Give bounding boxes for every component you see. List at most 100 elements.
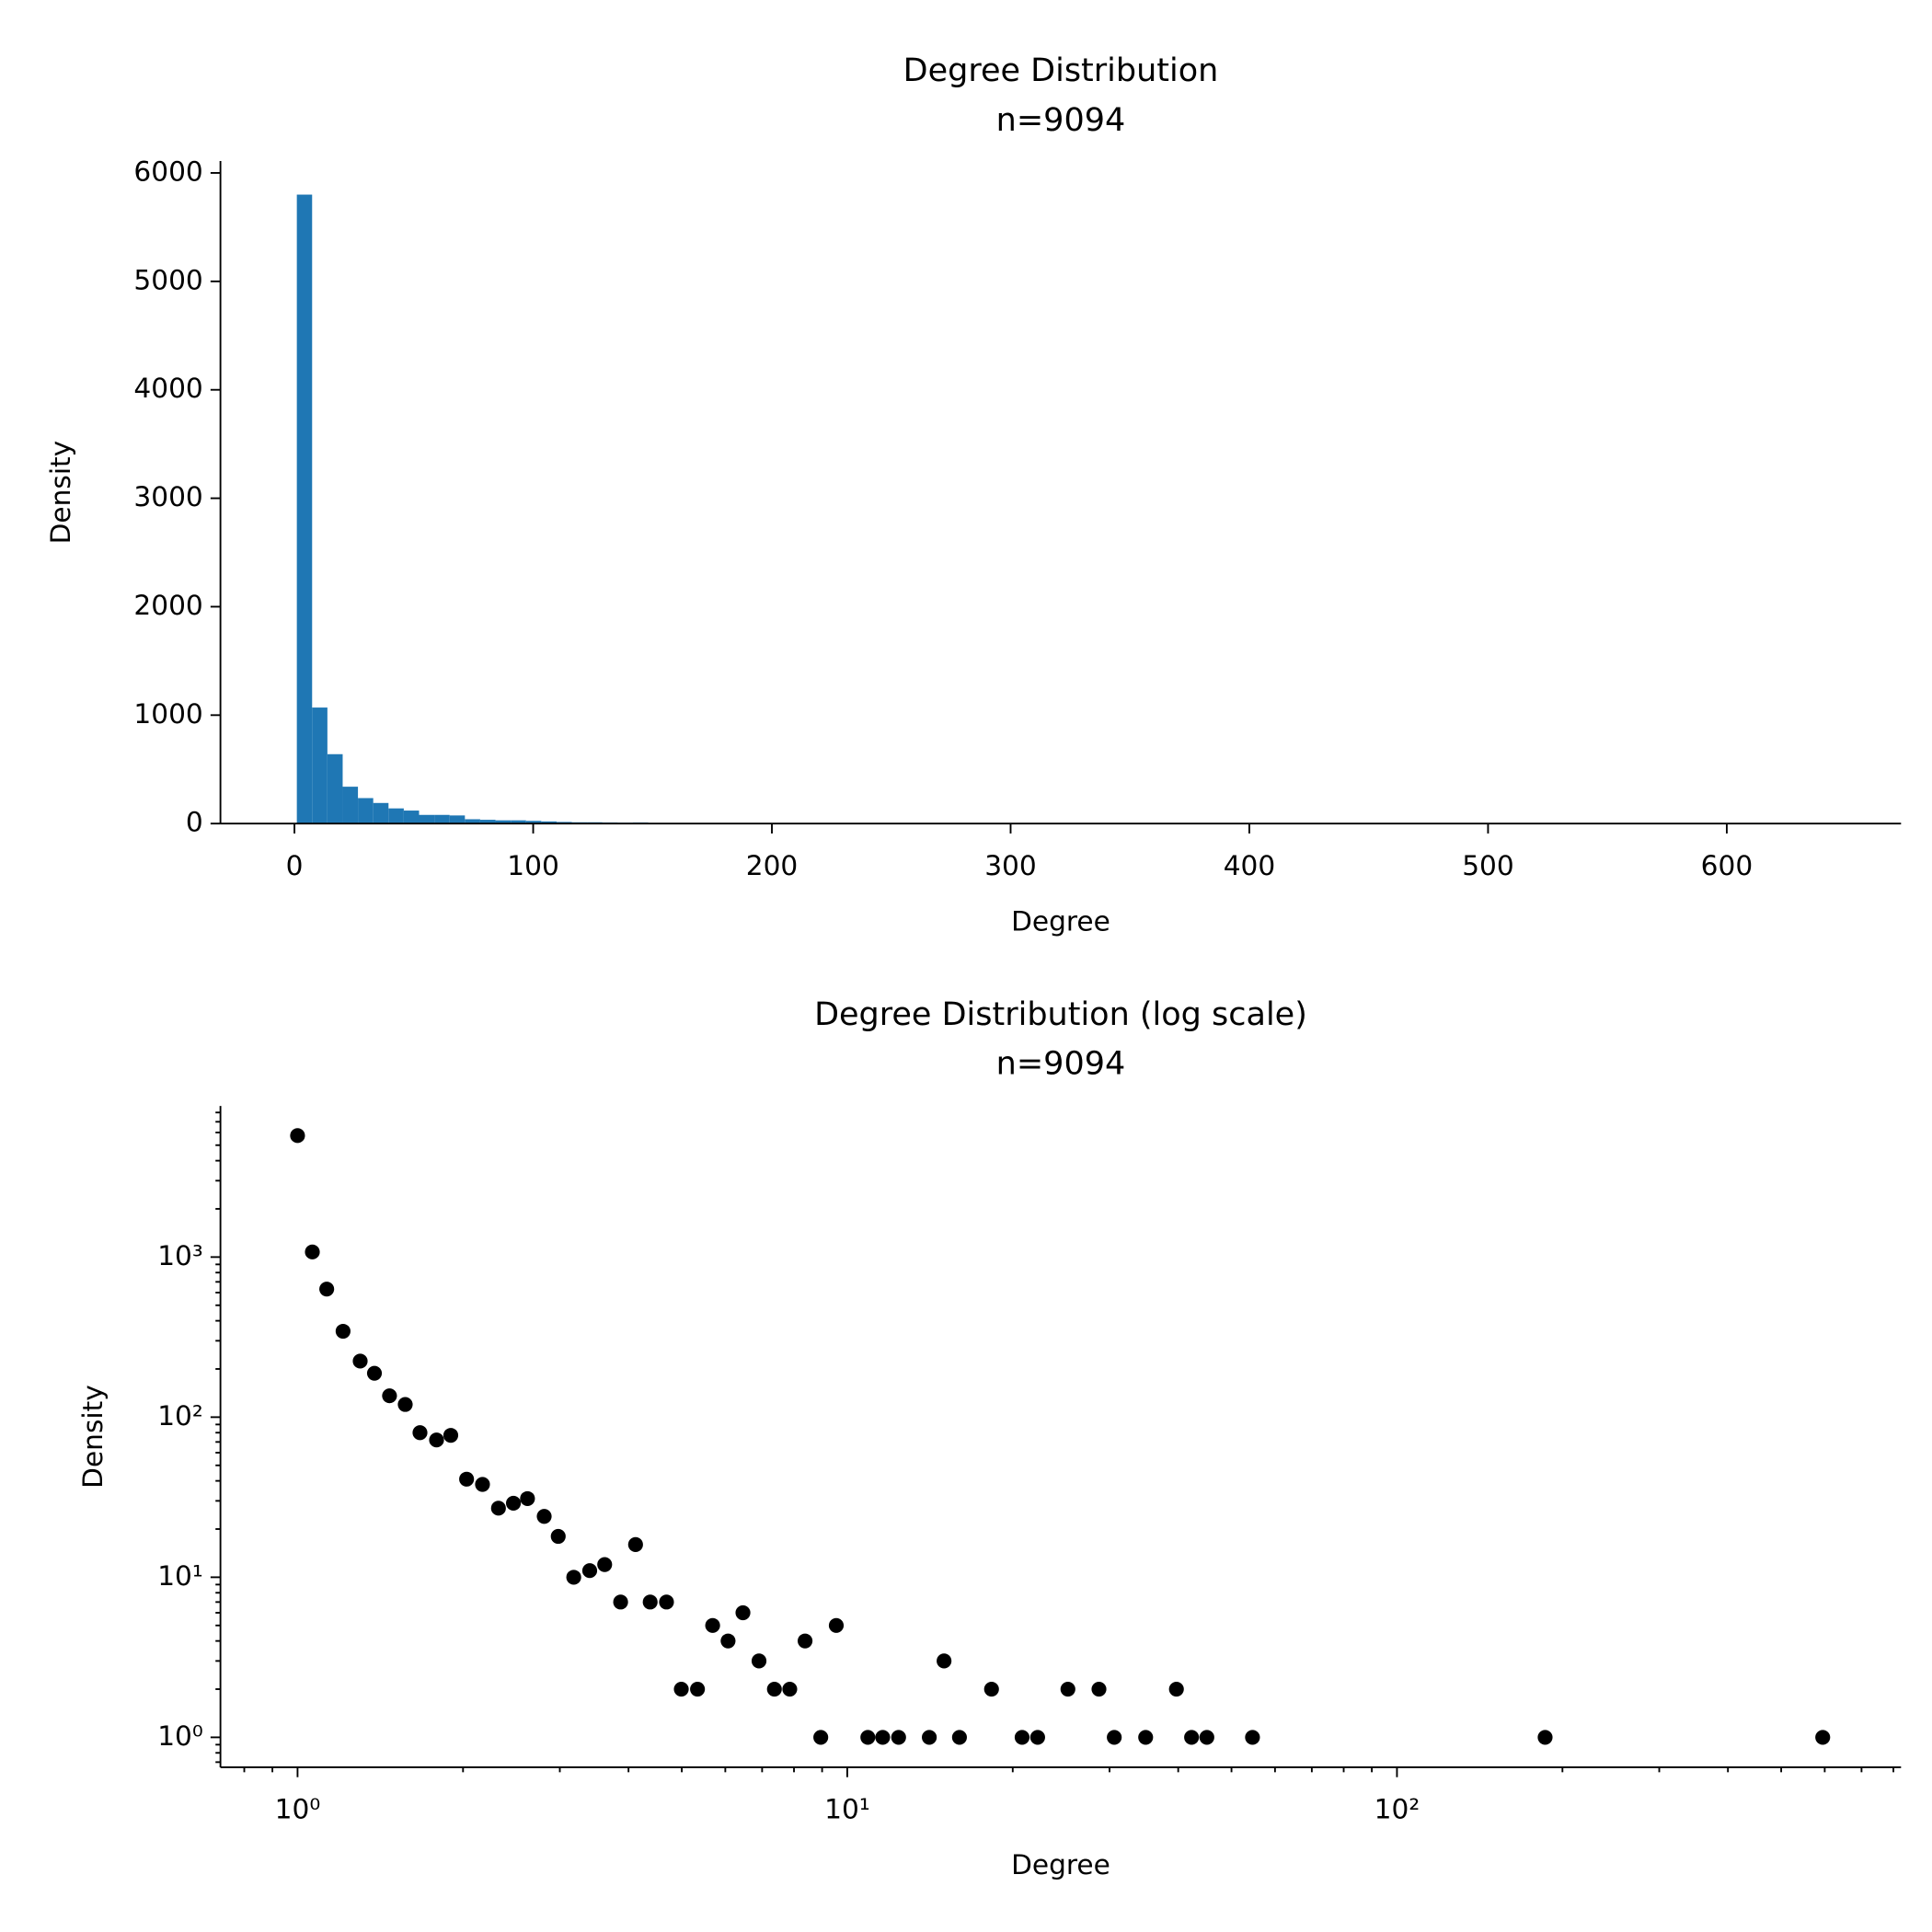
point [797, 1633, 813, 1649]
point [983, 1681, 999, 1697]
point [1029, 1730, 1045, 1745]
bar [373, 802, 389, 824]
point [922, 1730, 937, 1745]
x-tick-label: 10⁰ [275, 1794, 321, 1825]
point [1815, 1730, 1831, 1745]
point [520, 1490, 535, 1506]
point [860, 1730, 876, 1745]
y-tick-label: 3000 [133, 481, 202, 512]
point [290, 1128, 305, 1144]
bar [495, 820, 512, 824]
point [1168, 1681, 1184, 1697]
point [550, 1528, 566, 1545]
x-tick-label: 10¹ [824, 1794, 870, 1825]
point [1014, 1730, 1030, 1745]
bar [388, 808, 404, 824]
y-tick-label: 6000 [133, 155, 202, 187]
bar [434, 814, 450, 824]
point [490, 1501, 506, 1516]
x-tick-label: 0 [286, 850, 304, 881]
point [1199, 1730, 1214, 1745]
x-tick-label: 100 [507, 850, 559, 881]
point [1184, 1730, 1200, 1745]
point [659, 1594, 674, 1610]
point [751, 1653, 767, 1669]
bar [479, 820, 496, 824]
point [627, 1536, 643, 1552]
point [1245, 1730, 1260, 1745]
y-tick-label: 4000 [133, 373, 202, 404]
point [673, 1681, 689, 1697]
bar [541, 821, 557, 824]
point [366, 1365, 383, 1381]
bar [465, 819, 480, 824]
point [705, 1617, 720, 1633]
point [1138, 1730, 1154, 1745]
chart-subtitle: n=9094 [996, 1046, 1126, 1083]
bar [327, 753, 343, 824]
x-tick-label: 10² [1374, 1794, 1420, 1825]
point [1091, 1681, 1107, 1697]
y-tick-label: 0 [186, 807, 203, 838]
x-tick-label: 400 [1224, 850, 1276, 881]
point [720, 1633, 736, 1649]
point [536, 1509, 552, 1524]
y-tick-label: 5000 [133, 264, 202, 295]
bar [296, 194, 313, 824]
point [382, 1388, 397, 1404]
bar [419, 814, 435, 824]
point [597, 1557, 613, 1572]
point [429, 1432, 444, 1448]
point [581, 1563, 598, 1579]
y-tick-label: 10⁰ [157, 1720, 203, 1752]
bar [449, 815, 466, 824]
point [566, 1570, 581, 1585]
point [937, 1653, 952, 1669]
point [1060, 1681, 1075, 1697]
x-tick-label: 300 [984, 850, 1037, 881]
bar [511, 820, 526, 824]
y-axis-label: Density [45, 441, 76, 545]
point [319, 1282, 335, 1297]
point [1107, 1730, 1122, 1745]
bar [342, 787, 359, 824]
y-tick-label: 10³ [157, 1240, 203, 1271]
x-tick-label: 500 [1462, 850, 1514, 881]
point [891, 1730, 906, 1745]
point [475, 1477, 490, 1492]
point [459, 1471, 475, 1487]
point [1537, 1730, 1553, 1745]
point [613, 1594, 628, 1610]
chart-title: Degree Distribution (log scale) [814, 996, 1307, 1033]
point [782, 1681, 798, 1697]
bar [312, 707, 328, 824]
x-tick-label: 200 [746, 850, 799, 881]
y-tick-label: 10¹ [157, 1560, 203, 1592]
point [352, 1353, 368, 1369]
point [766, 1681, 782, 1697]
x-axis-label: Degree [1011, 1849, 1110, 1880]
point [735, 1604, 751, 1621]
point [397, 1397, 413, 1412]
point [642, 1594, 658, 1610]
point [443, 1428, 459, 1443]
point [335, 1323, 351, 1340]
point [875, 1730, 891, 1745]
bar [358, 798, 374, 824]
point [828, 1617, 845, 1633]
bar [525, 821, 542, 824]
y-axis-label: Density [77, 1385, 109, 1489]
point [505, 1495, 522, 1512]
point [951, 1730, 967, 1745]
point [305, 1244, 320, 1259]
chart-subtitle: n=9094 [996, 102, 1126, 139]
point [813, 1730, 829, 1745]
x-tick-label: 600 [1701, 850, 1754, 881]
y-tick-label: 1000 [133, 698, 202, 730]
point [690, 1681, 706, 1697]
y-tick-label: 2000 [133, 590, 202, 621]
point [412, 1425, 428, 1441]
x-axis-label: Degree [1011, 905, 1110, 937]
